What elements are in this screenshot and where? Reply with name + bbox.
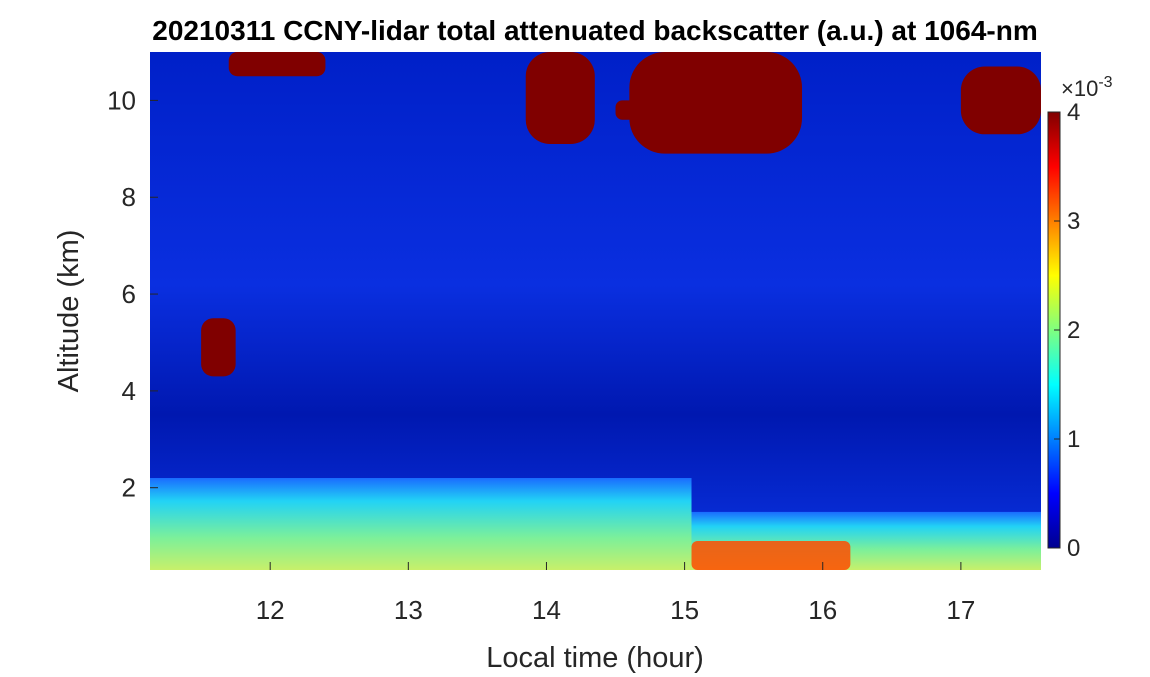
y-tick-label: 10 <box>107 85 136 115</box>
y-axis-label: Altitude (km) <box>53 230 85 393</box>
x-tick-label: 17 <box>946 595 975 625</box>
x-tick-label: 15 <box>670 595 699 625</box>
x-tick-label: 16 <box>808 595 837 625</box>
surface-layer-strong <box>691 540 851 570</box>
cirrus-cloud-top-left <box>228 52 326 77</box>
colorbar-ticks: 0 1 2 3 4 <box>1054 99 1080 562</box>
cirrus-cloud-right <box>960 66 1041 135</box>
cirrus-cloud-center <box>525 52 595 144</box>
colorbar-tick-label: 2 <box>1067 317 1080 344</box>
colorbar-tick-label: 0 <box>1067 535 1080 562</box>
cirrus-cloud-main <box>629 52 803 154</box>
colorbar-tick-label: 1 <box>1067 426 1080 453</box>
colorbar-multiplier-base: ×10 <box>1061 76 1098 101</box>
colorbar-tick-label: 3 <box>1067 208 1080 235</box>
chart-title: 20210311 CCNY-lidar total attenuated bac… <box>152 15 1037 46</box>
colorbar: 0 1 2 3 4 ×10-3 <box>1047 74 1113 562</box>
x-axis: 12 13 14 15 16 17 <box>256 562 975 625</box>
colorbar-exponent: -3 <box>1098 74 1112 91</box>
x-tick-label: 14 <box>532 595 561 625</box>
y-tick-label: 6 <box>122 279 136 309</box>
mid-level-cloud <box>201 318 236 377</box>
x-tick-label: 13 <box>394 595 423 625</box>
aerosol-layer-morning <box>150 478 692 570</box>
y-tick-label: 8 <box>122 182 136 212</box>
x-axis-label: Local time (hour) <box>486 642 704 674</box>
x-tick-label: 12 <box>256 595 285 625</box>
y-tick-label: 4 <box>122 376 136 406</box>
y-axis: 2 4 6 8 10 <box>107 85 158 503</box>
heatmap-features <box>150 52 1041 570</box>
y-tick-label: 2 <box>122 473 136 503</box>
plot-area <box>150 52 1041 570</box>
colorbar-tick-label: 4 <box>1067 99 1080 126</box>
colorbar-multiplier: ×10-3 <box>1061 74 1113 101</box>
